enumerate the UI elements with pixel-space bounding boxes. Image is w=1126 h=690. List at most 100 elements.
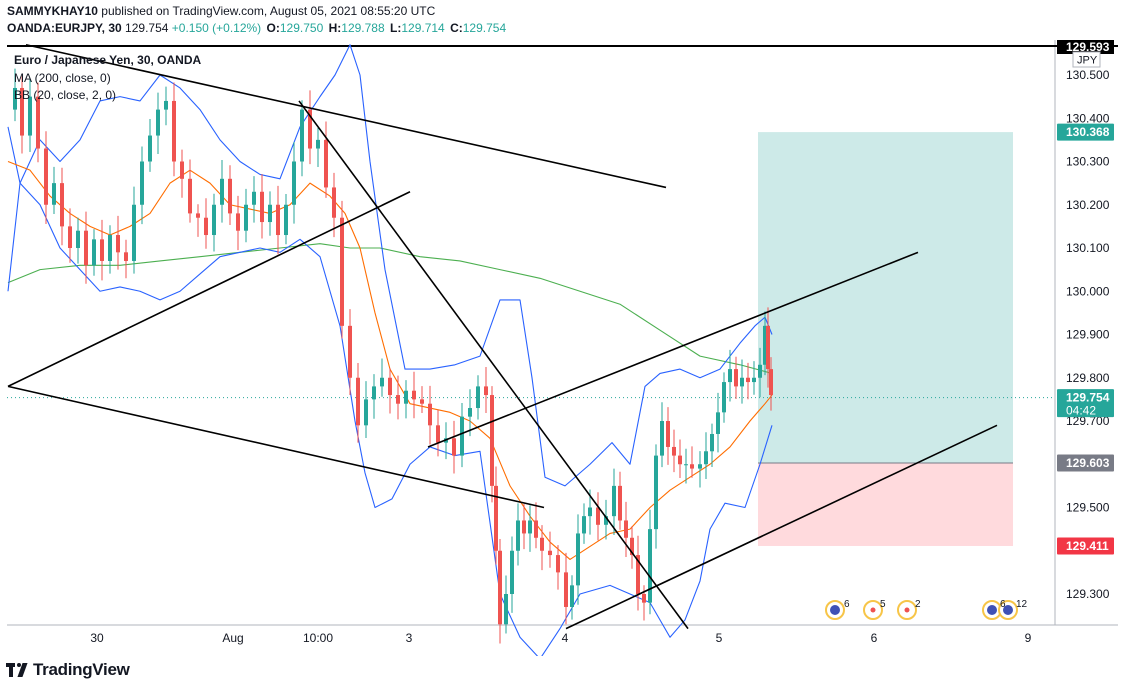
candle-body: [556, 555, 560, 573]
candle-body: [284, 204, 288, 236]
candle-body: [534, 520, 538, 538]
candle-body: [172, 100, 176, 162]
take-profit-label: 130.368: [1057, 123, 1114, 141]
candle-body: [100, 239, 104, 261]
candle-body: [324, 139, 328, 188]
candle: [276, 185, 280, 255]
candle: [476, 375, 480, 420]
trendline: [565, 424, 998, 630]
candle: [212, 193, 216, 252]
candle-body: [734, 369, 738, 387]
top-line-label-text: 129.593: [1066, 40, 1110, 54]
candle-body: [164, 100, 168, 110]
candle-body: [316, 139, 320, 149]
top-line-label: 129.593: [1057, 40, 1114, 54]
bb-lower-band: [7, 126, 773, 656]
candle: [698, 451, 702, 488]
candle-body: [28, 96, 32, 136]
candle-body: [698, 464, 702, 469]
candle: [678, 439, 682, 478]
candle: [148, 119, 152, 172]
candle-body: [690, 464, 694, 469]
candle-body: [642, 594, 646, 603]
candle-body: [84, 230, 88, 266]
candle: [763, 311, 767, 376]
candle: [388, 368, 392, 414]
candle: [504, 575, 508, 634]
bb-upper-band: [7, 44, 773, 487]
candle: [596, 492, 600, 541]
event-core: [987, 605, 997, 615]
trendlines[interactable]: [7, 43, 998, 630]
candle-body: [476, 386, 480, 409]
currency-badge-text: JPY: [1077, 55, 1098, 67]
candle: [556, 545, 560, 590]
candle-body: [624, 520, 628, 538]
candle-body: [678, 455, 682, 465]
trendline: [25, 43, 667, 189]
last-price-text: 129.754: [125, 21, 169, 35]
ma-legend: MA (200, close, 0): [14, 71, 111, 85]
tradingview-logo-icon: [6, 663, 28, 677]
candle-body: [156, 109, 160, 136]
candle-body: [372, 386, 376, 400]
candle: [204, 198, 208, 249]
entry-label: 129.603: [1057, 454, 1114, 472]
low-label: L:: [390, 21, 402, 35]
candle-body: [220, 178, 224, 205]
last-price-label-bg: [1057, 389, 1114, 418]
candle-body: [648, 529, 652, 603]
candle-body: [196, 213, 200, 218]
tradingview-wordmark: TradingView: [33, 660, 130, 679]
candle: [484, 366, 488, 413]
candle-body: [522, 520, 526, 534]
publisher-name: SAMMYKHAY10: [7, 4, 98, 18]
candle-body: [412, 390, 416, 400]
economic-events[interactable]: 6 5 2 6 12: [825, 599, 1028, 620]
candle: [420, 386, 424, 413]
candle: [766, 307, 770, 388]
candle: [528, 505, 532, 552]
candle: [636, 535, 640, 611]
candle: [612, 468, 616, 536]
top-line-label-bg: [1057, 40, 1114, 54]
position-tool[interactable]: [758, 132, 1013, 546]
candle-body: [746, 377, 750, 383]
price-tick-label: 130.100: [1066, 241, 1110, 255]
candle: [722, 372, 726, 423]
candle: [452, 420, 456, 474]
candle-body: [396, 395, 400, 404]
candle: [570, 575, 574, 620]
candle: [752, 361, 756, 395]
event-core: [830, 605, 840, 615]
ma200-line: [7, 243, 773, 374]
event-count-label: 12: [1016, 599, 1028, 610]
bollinger-bands: [7, 44, 773, 656]
trendline: [7, 385, 545, 509]
candle-body: [660, 421, 664, 456]
price-chart[interactable]: 6 5 2 6 12 130.500 130.400 130.300 130.200 130.1…: [0, 40, 1126, 656]
candle-body: [494, 485, 498, 551]
candle: [380, 358, 384, 397]
candle: [666, 407, 670, 465]
candle-body: [116, 235, 120, 253]
candle-body: [212, 204, 216, 236]
candle-body: [666, 421, 670, 447]
price-change: +0.150 (+0.12%): [171, 21, 262, 35]
time-tick-label: 30: [90, 631, 104, 645]
candle-body: [244, 204, 248, 231]
candle: [498, 539, 502, 644]
take-profit-zone: [758, 132, 1013, 463]
price-axis[interactable]: 130.500 130.400 130.300 130.200 130.100 130.0…: [1057, 40, 1114, 601]
time-tick-label: 5: [716, 631, 723, 645]
candle-body: [490, 395, 494, 486]
event-dot-icon: [863, 600, 883, 620]
chart-legend-title: Euro / Japanese Yen, 30, OANDA: [14, 53, 202, 67]
event-core: [1003, 605, 1013, 615]
candle: [100, 219, 104, 281]
trendline: [7, 191, 411, 388]
candle-body: [36, 96, 40, 149]
time-axis[interactable]: 30 Aug 10:00 3 4 5 6 9: [90, 631, 1031, 645]
symbol-label[interactable]: OANDA:EURJPY, 30: [7, 21, 122, 35]
candle-body: [13, 87, 17, 110]
